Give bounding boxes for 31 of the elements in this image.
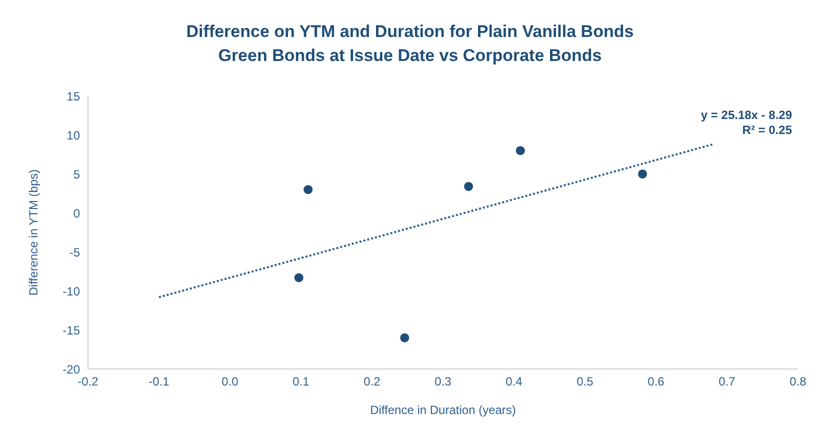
y-tick-label: 5 (73, 167, 80, 182)
annotation: R² = 0.25 (741, 123, 792, 138)
point (516, 146, 525, 156)
chart-subtitle: Green Bonds at Issue Date vs Corporate Bonds (217, 45, 603, 67)
y-tick-label: -20 (62, 362, 80, 376)
x-tick-label: 0.8 (790, 374, 807, 389)
x-tick-label: 0.4 (506, 374, 523, 389)
y-tick-label: -15 (62, 323, 80, 338)
x-tick-label: 0.6 (648, 374, 665, 389)
x-tick-label: 0.0 (222, 374, 239, 389)
chart-title: Difference on YTM and Duration for Plain Vanilla Bonds (185, 21, 635, 43)
point (464, 182, 474, 191)
y-tick-label: 0 (73, 206, 80, 220)
x-tick-label: 0.7 (718, 374, 736, 389)
point (638, 169, 648, 179)
x-tick-label: 0.1 (292, 374, 310, 389)
x-axis-title: Diffence in Duration (years) (370, 403, 516, 417)
x-tick-label: 0.3 (434, 374, 452, 389)
x-tick-label: -0.2 (78, 374, 99, 389)
point (304, 185, 313, 194)
y-tick-label: 10 (66, 128, 80, 142)
annotation: y = 25.18x - 8.29 (700, 108, 792, 123)
x-tick-label: 0.5 (576, 374, 594, 389)
y-tick-label: 15 (66, 89, 80, 104)
x-tick-label: -0.1 (148, 374, 170, 389)
point (294, 273, 304, 282)
y-tick-label: -5 (69, 245, 80, 260)
x-tick-label: 0.2 (364, 374, 381, 389)
y-tick-label: -10 (62, 284, 80, 298)
point (400, 333, 410, 342)
y-axis-title: Difference in YTM (bps) (26, 169, 40, 296)
